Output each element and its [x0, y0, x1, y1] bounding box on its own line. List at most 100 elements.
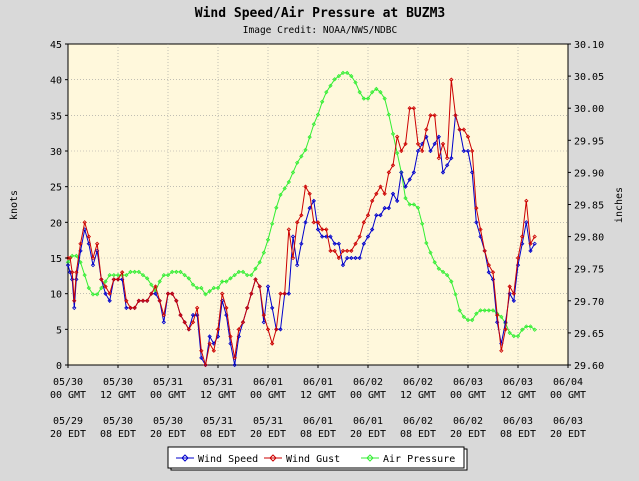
- data-point: [145, 276, 150, 281]
- data-point: [220, 291, 225, 296]
- data-point: [445, 155, 450, 161]
- data-point: [357, 89, 362, 95]
- data-point: [353, 241, 358, 246]
- data-point: [295, 220, 300, 225]
- data-point: [324, 89, 329, 95]
- data-point: [261, 250, 266, 255]
- data-point: [74, 253, 79, 259]
- data-point: [515, 333, 521, 339]
- y-tick-label: 10: [50, 290, 62, 301]
- data-point: [161, 312, 166, 318]
- data-point: [278, 291, 283, 296]
- axes: 0 5 10 15 20 25 30 35 40 45 29.60 29.65 29.70 29.75 29…: [50, 40, 604, 440]
- data-point: [495, 312, 500, 318]
- data-point: [303, 184, 308, 189]
- data-point: [482, 308, 487, 313]
- data-point: [532, 234, 537, 239]
- data-point: [415, 148, 421, 154]
- y-tick-label: 25: [50, 183, 62, 194]
- data-point: [82, 220, 87, 225]
- data-point: [103, 291, 108, 296]
- data-point: [157, 298, 162, 303]
- data-point: [107, 272, 112, 278]
- series-line: [68, 79, 536, 366]
- data-point: [386, 170, 391, 175]
- data-point: [253, 277, 258, 282]
- data-point: [357, 234, 362, 239]
- y-tick-label: 30: [50, 147, 62, 158]
- data-point: [365, 96, 371, 101]
- x-tick-label-gmt-time: 00 GMT: [50, 390, 86, 401]
- data-point: [399, 170, 404, 175]
- data-point: [286, 291, 291, 296]
- y2-tick-label: 29.95: [574, 136, 604, 147]
- data-point: [407, 106, 412, 111]
- data-point: [403, 141, 408, 147]
- y-tick-label: 40: [50, 76, 62, 87]
- data-point: [511, 291, 516, 296]
- data-point: [282, 186, 287, 191]
- data-point: [295, 160, 300, 165]
- data-point: [440, 269, 446, 275]
- data-point: [307, 205, 312, 211]
- x-tick-label-gmt-date: 06/01: [303, 377, 333, 388]
- y2-tick-label: 30.00: [574, 104, 604, 115]
- data-point: [111, 277, 116, 282]
- data-point: [311, 220, 316, 225]
- data-point: [153, 284, 158, 289]
- data-point: [245, 272, 250, 278]
- data-point: [445, 163, 450, 168]
- data-point: [315, 220, 321, 225]
- data-point: [478, 308, 483, 313]
- data-point: [357, 255, 362, 261]
- data-point: [265, 284, 271, 289]
- chart-subtitle: Image Credit: NOAA/NWS/NDBC: [243, 25, 397, 36]
- data-point: [65, 262, 71, 268]
- data-point: [203, 362, 208, 368]
- data-point: [161, 320, 166, 325]
- data-point: [86, 285, 91, 291]
- x-tick-label-local-date: 05/30: [103, 416, 133, 427]
- data-point: [274, 327, 279, 332]
- data-point: [353, 80, 358, 85]
- x-tick-label-gmt-time: 12 GMT: [400, 390, 436, 401]
- data-point: [86, 234, 91, 239]
- data-point: [470, 148, 475, 154]
- data-point: [349, 73, 354, 79]
- data-point: [149, 291, 154, 296]
- x-tick-label-local-time: 08 EDT: [300, 429, 336, 440]
- series-wind-gust: [65, 77, 537, 368]
- data-point: [90, 292, 96, 297]
- x-tick-label-local-date: 05/31: [253, 416, 283, 427]
- data-point: [532, 327, 537, 332]
- legend-marker: [366, 454, 374, 462]
- data-point: [90, 255, 96, 261]
- x-tick-label-gmt-date: 06/03: [453, 377, 483, 388]
- data-point: [486, 308, 491, 313]
- data-point: [278, 327, 283, 332]
- x-tick-label-gmt-date: 06/01: [253, 377, 283, 388]
- data-point: [299, 213, 304, 218]
- data-point: [124, 272, 129, 278]
- data-point: [182, 320, 187, 325]
- data-point: [320, 227, 325, 232]
- data-point: [115, 277, 121, 282]
- data-point: [465, 148, 471, 154]
- data-point: [328, 248, 333, 254]
- data-point: [424, 127, 429, 132]
- data-point: [428, 113, 433, 118]
- data-point: [274, 205, 279, 210]
- data-point: [232, 272, 237, 278]
- x-tick-label-local-date: 06/01: [353, 416, 383, 427]
- data-point: [211, 285, 216, 291]
- data-point: [278, 192, 283, 198]
- data-point: [411, 170, 416, 175]
- legend: Wind Speed Wind Gust Air Pressure: [167, 446, 468, 471]
- data-point: [361, 241, 366, 246]
- data-point: [261, 312, 266, 318]
- data-point: [311, 198, 316, 204]
- data-point: [290, 170, 296, 175]
- data-point: [499, 348, 504, 353]
- data-point: [382, 96, 387, 101]
- data-point: [128, 269, 133, 275]
